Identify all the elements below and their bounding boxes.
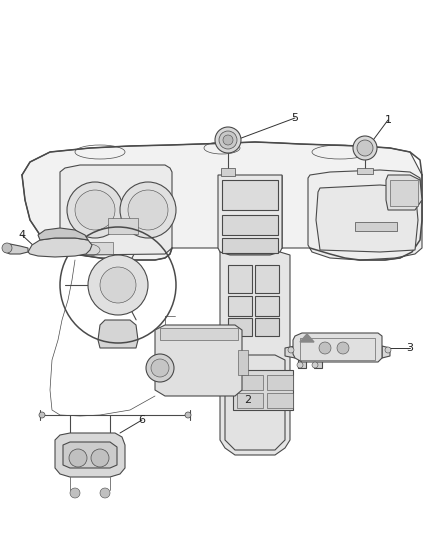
Circle shape [2,243,12,253]
Circle shape [312,362,318,368]
Circle shape [337,342,349,354]
Bar [267,375,293,390]
Circle shape [146,354,174,382]
Bar [237,375,263,390]
Circle shape [288,347,294,353]
Circle shape [70,488,80,498]
Bar [222,215,278,235]
Circle shape [100,488,110,498]
Polygon shape [386,175,422,210]
Circle shape [319,342,331,354]
Polygon shape [300,334,314,342]
Polygon shape [382,346,390,358]
Bar [238,350,248,375]
Polygon shape [316,185,418,252]
Polygon shape [28,238,92,257]
Circle shape [219,131,237,149]
Circle shape [215,127,241,153]
Circle shape [67,182,123,238]
Circle shape [151,359,169,377]
Bar [221,168,235,176]
Polygon shape [298,360,306,368]
Polygon shape [38,228,88,240]
Polygon shape [63,442,117,468]
Polygon shape [225,355,285,450]
Polygon shape [155,325,242,396]
Text: 6: 6 [138,415,145,425]
Text: 5: 5 [292,113,299,123]
Text: 4: 4 [18,230,25,240]
Bar [390,180,418,206]
Bar [233,370,293,410]
Circle shape [75,190,115,230]
Polygon shape [220,252,290,455]
Polygon shape [308,170,422,260]
Bar [255,265,279,293]
Bar [267,393,293,408]
Polygon shape [98,320,138,348]
Circle shape [385,347,391,353]
Polygon shape [285,346,295,358]
Bar [108,218,138,234]
Circle shape [100,267,136,303]
Text: 2: 2 [244,395,251,405]
Circle shape [185,412,191,418]
Bar [228,296,252,316]
Circle shape [128,190,168,230]
Bar [228,318,252,336]
Bar [228,265,252,293]
Circle shape [69,449,87,467]
Circle shape [120,182,176,238]
Bar [222,238,278,253]
Polygon shape [218,175,282,255]
Bar [78,242,113,254]
Bar [237,393,263,408]
Polygon shape [314,360,322,368]
Circle shape [357,140,373,156]
Polygon shape [55,433,125,477]
Bar [357,168,373,174]
Circle shape [91,449,109,467]
Bar [160,328,238,340]
Circle shape [297,362,303,368]
Polygon shape [22,142,422,260]
Bar [222,180,278,210]
Bar [355,222,397,231]
Bar [255,296,279,316]
Circle shape [88,255,148,315]
Polygon shape [4,244,28,254]
Polygon shape [293,333,382,362]
Bar [255,318,279,336]
Circle shape [39,412,45,418]
Text: 3: 3 [406,343,413,353]
Circle shape [353,136,377,160]
Bar [300,338,375,360]
Polygon shape [60,165,172,255]
Text: 1: 1 [385,115,392,125]
Circle shape [223,135,233,145]
